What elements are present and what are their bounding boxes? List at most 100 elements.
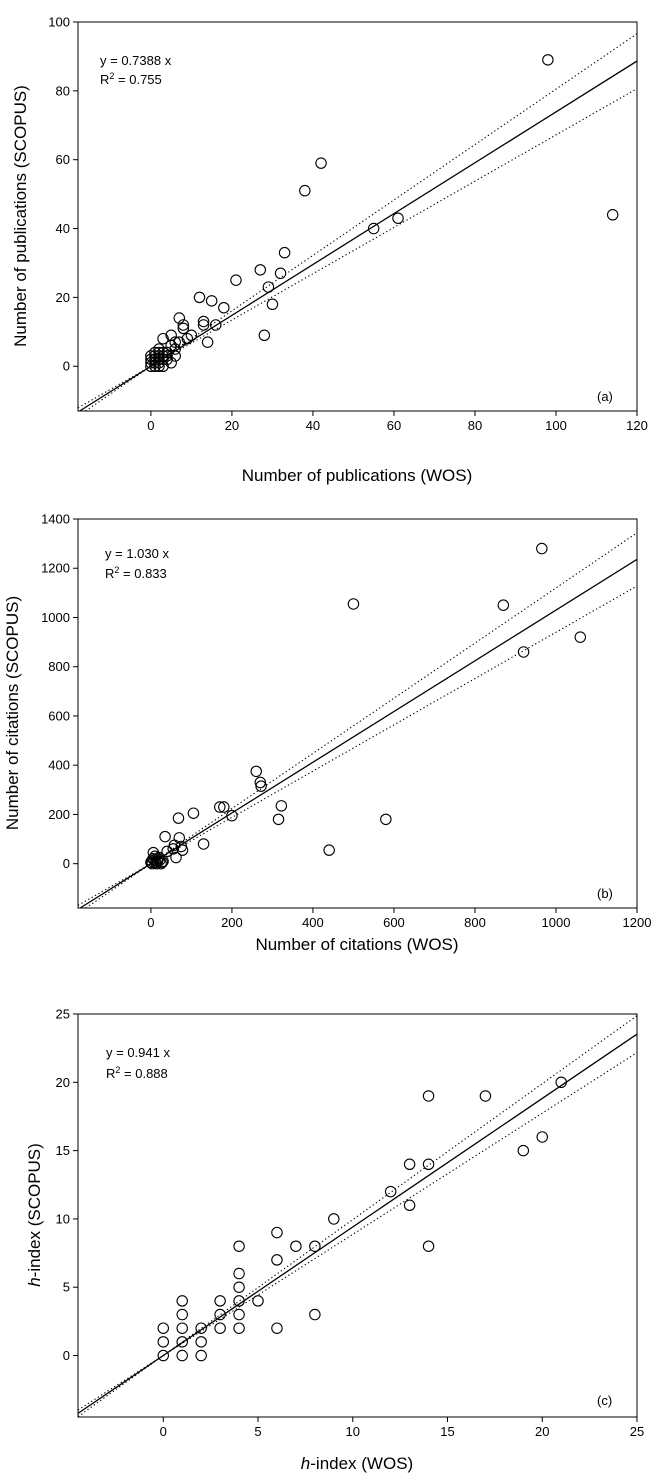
plot-frame <box>77 21 638 412</box>
data-point <box>275 800 288 812</box>
x-tick-label: 400 <box>302 915 324 930</box>
data-point <box>165 357 177 369</box>
y-tick-label: 0 <box>63 359 70 374</box>
x-tick-label: 200 <box>221 915 243 930</box>
data-point <box>159 830 171 843</box>
data-point <box>176 844 189 856</box>
data-point <box>233 1295 245 1307</box>
data-point <box>574 631 587 643</box>
data-point <box>197 838 210 850</box>
data-point <box>380 813 392 826</box>
data-point <box>177 322 190 335</box>
data-point <box>176 1295 188 1307</box>
data-point <box>250 765 262 778</box>
data-point <box>197 319 210 331</box>
data-point <box>555 1076 567 1089</box>
data-point <box>392 212 404 224</box>
y-axis-ticks: 0 5 10 15 20 25 <box>56 1007 78 1363</box>
data-point <box>157 350 169 362</box>
data-point <box>403 1199 416 1212</box>
data-point <box>157 1322 170 1334</box>
data-point <box>149 350 161 362</box>
data-point <box>271 1226 283 1239</box>
y-tick-label: 60 <box>56 152 70 167</box>
plot-frame <box>77 1013 638 1418</box>
data-point <box>258 329 271 342</box>
y-tick-label: 20 <box>56 1075 70 1090</box>
y-tick-label: 100 <box>48 15 70 30</box>
y-tick-label: 200 <box>48 807 70 822</box>
x-tick-label: 20 <box>535 1424 549 1439</box>
panel-c: 0 5 10 15 20 25 0 5 10 15 20 25 y = 0.941 x R2 = 0… <box>25 1007 644 1474</box>
y-tick-label: 20 <box>56 290 70 305</box>
x-tick-label: 1000 <box>542 915 571 930</box>
data-point <box>145 350 157 362</box>
y-tick-label: 80 <box>56 83 70 98</box>
data-point <box>157 1336 170 1348</box>
data-point <box>214 1322 226 1334</box>
x-axis-title: Number of publications (WOS) <box>242 466 473 485</box>
data-point <box>195 1322 207 1334</box>
data-point <box>536 542 548 555</box>
y-tick-label: 10 <box>56 1211 70 1226</box>
data-point <box>214 1308 226 1321</box>
data-point <box>169 343 181 355</box>
data-point <box>181 332 194 345</box>
r-squared-label: R2 = 0.833 <box>105 565 167 581</box>
data-point <box>517 1144 530 1157</box>
data-point <box>218 801 230 813</box>
y-tick-label: 0 <box>63 856 70 871</box>
data-point <box>299 184 311 197</box>
regression-lines <box>77 1015 638 1418</box>
data-point <box>255 780 267 792</box>
data-point <box>193 291 206 304</box>
data-point <box>226 809 238 822</box>
x-tick-label: 600 <box>383 915 405 930</box>
data-point <box>161 353 173 366</box>
data-point <box>195 1336 207 1348</box>
x-tick-label: 800 <box>464 915 486 930</box>
x-tick-label: 25 <box>630 1424 644 1439</box>
data-point <box>278 246 291 259</box>
data-point <box>157 353 169 366</box>
x-axis-ticks: 0 20 40 60 80 100 120 <box>147 411 648 433</box>
data-points <box>145 54 619 372</box>
panel-b: 0 200 400 600 800 1000 1200 0 200 400 600 800 1000 1… <box>3 512 651 955</box>
data-point <box>176 1349 188 1362</box>
x-tick-label: 5 <box>254 1424 261 1439</box>
data-point <box>347 598 360 610</box>
data-point <box>177 319 190 331</box>
x-tick-label: 40 <box>306 418 320 433</box>
data-point <box>271 1254 283 1266</box>
data-point <box>422 1158 435 1171</box>
data-point <box>254 264 267 276</box>
data-point <box>517 646 530 658</box>
data-point <box>214 801 226 813</box>
y-tick-label: 1200 <box>41 561 70 576</box>
x-axis-title: Number of citations (WOS) <box>255 935 458 954</box>
data-point <box>205 295 218 307</box>
y-tick-label: 25 <box>56 1007 70 1022</box>
data-point <box>161 845 173 858</box>
data-point <box>173 336 186 348</box>
data-point <box>328 1213 340 1225</box>
data-point <box>422 1090 435 1102</box>
data-point <box>542 54 554 66</box>
x-axis-ticks: 0 5 10 15 20 25 <box>160 1417 644 1439</box>
data-point <box>497 599 510 611</box>
data-point <box>290 1240 302 1252</box>
regression-line <box>77 1033 638 1414</box>
data-point <box>606 209 619 221</box>
data-point <box>309 1240 321 1252</box>
data-point <box>384 1185 397 1198</box>
data-point <box>536 1131 549 1143</box>
x-tick-label: 15 <box>440 1424 454 1439</box>
y-axis-title: h-index (SCOPUS) <box>25 1143 44 1287</box>
data-point <box>157 346 169 359</box>
data-point <box>161 346 173 359</box>
y-tick-label: 0 <box>63 1348 70 1363</box>
plot-frame <box>77 518 638 909</box>
data-point <box>233 1308 245 1321</box>
y-tick-label: 5 <box>63 1280 70 1295</box>
x-tick-label: 20 <box>225 418 239 433</box>
